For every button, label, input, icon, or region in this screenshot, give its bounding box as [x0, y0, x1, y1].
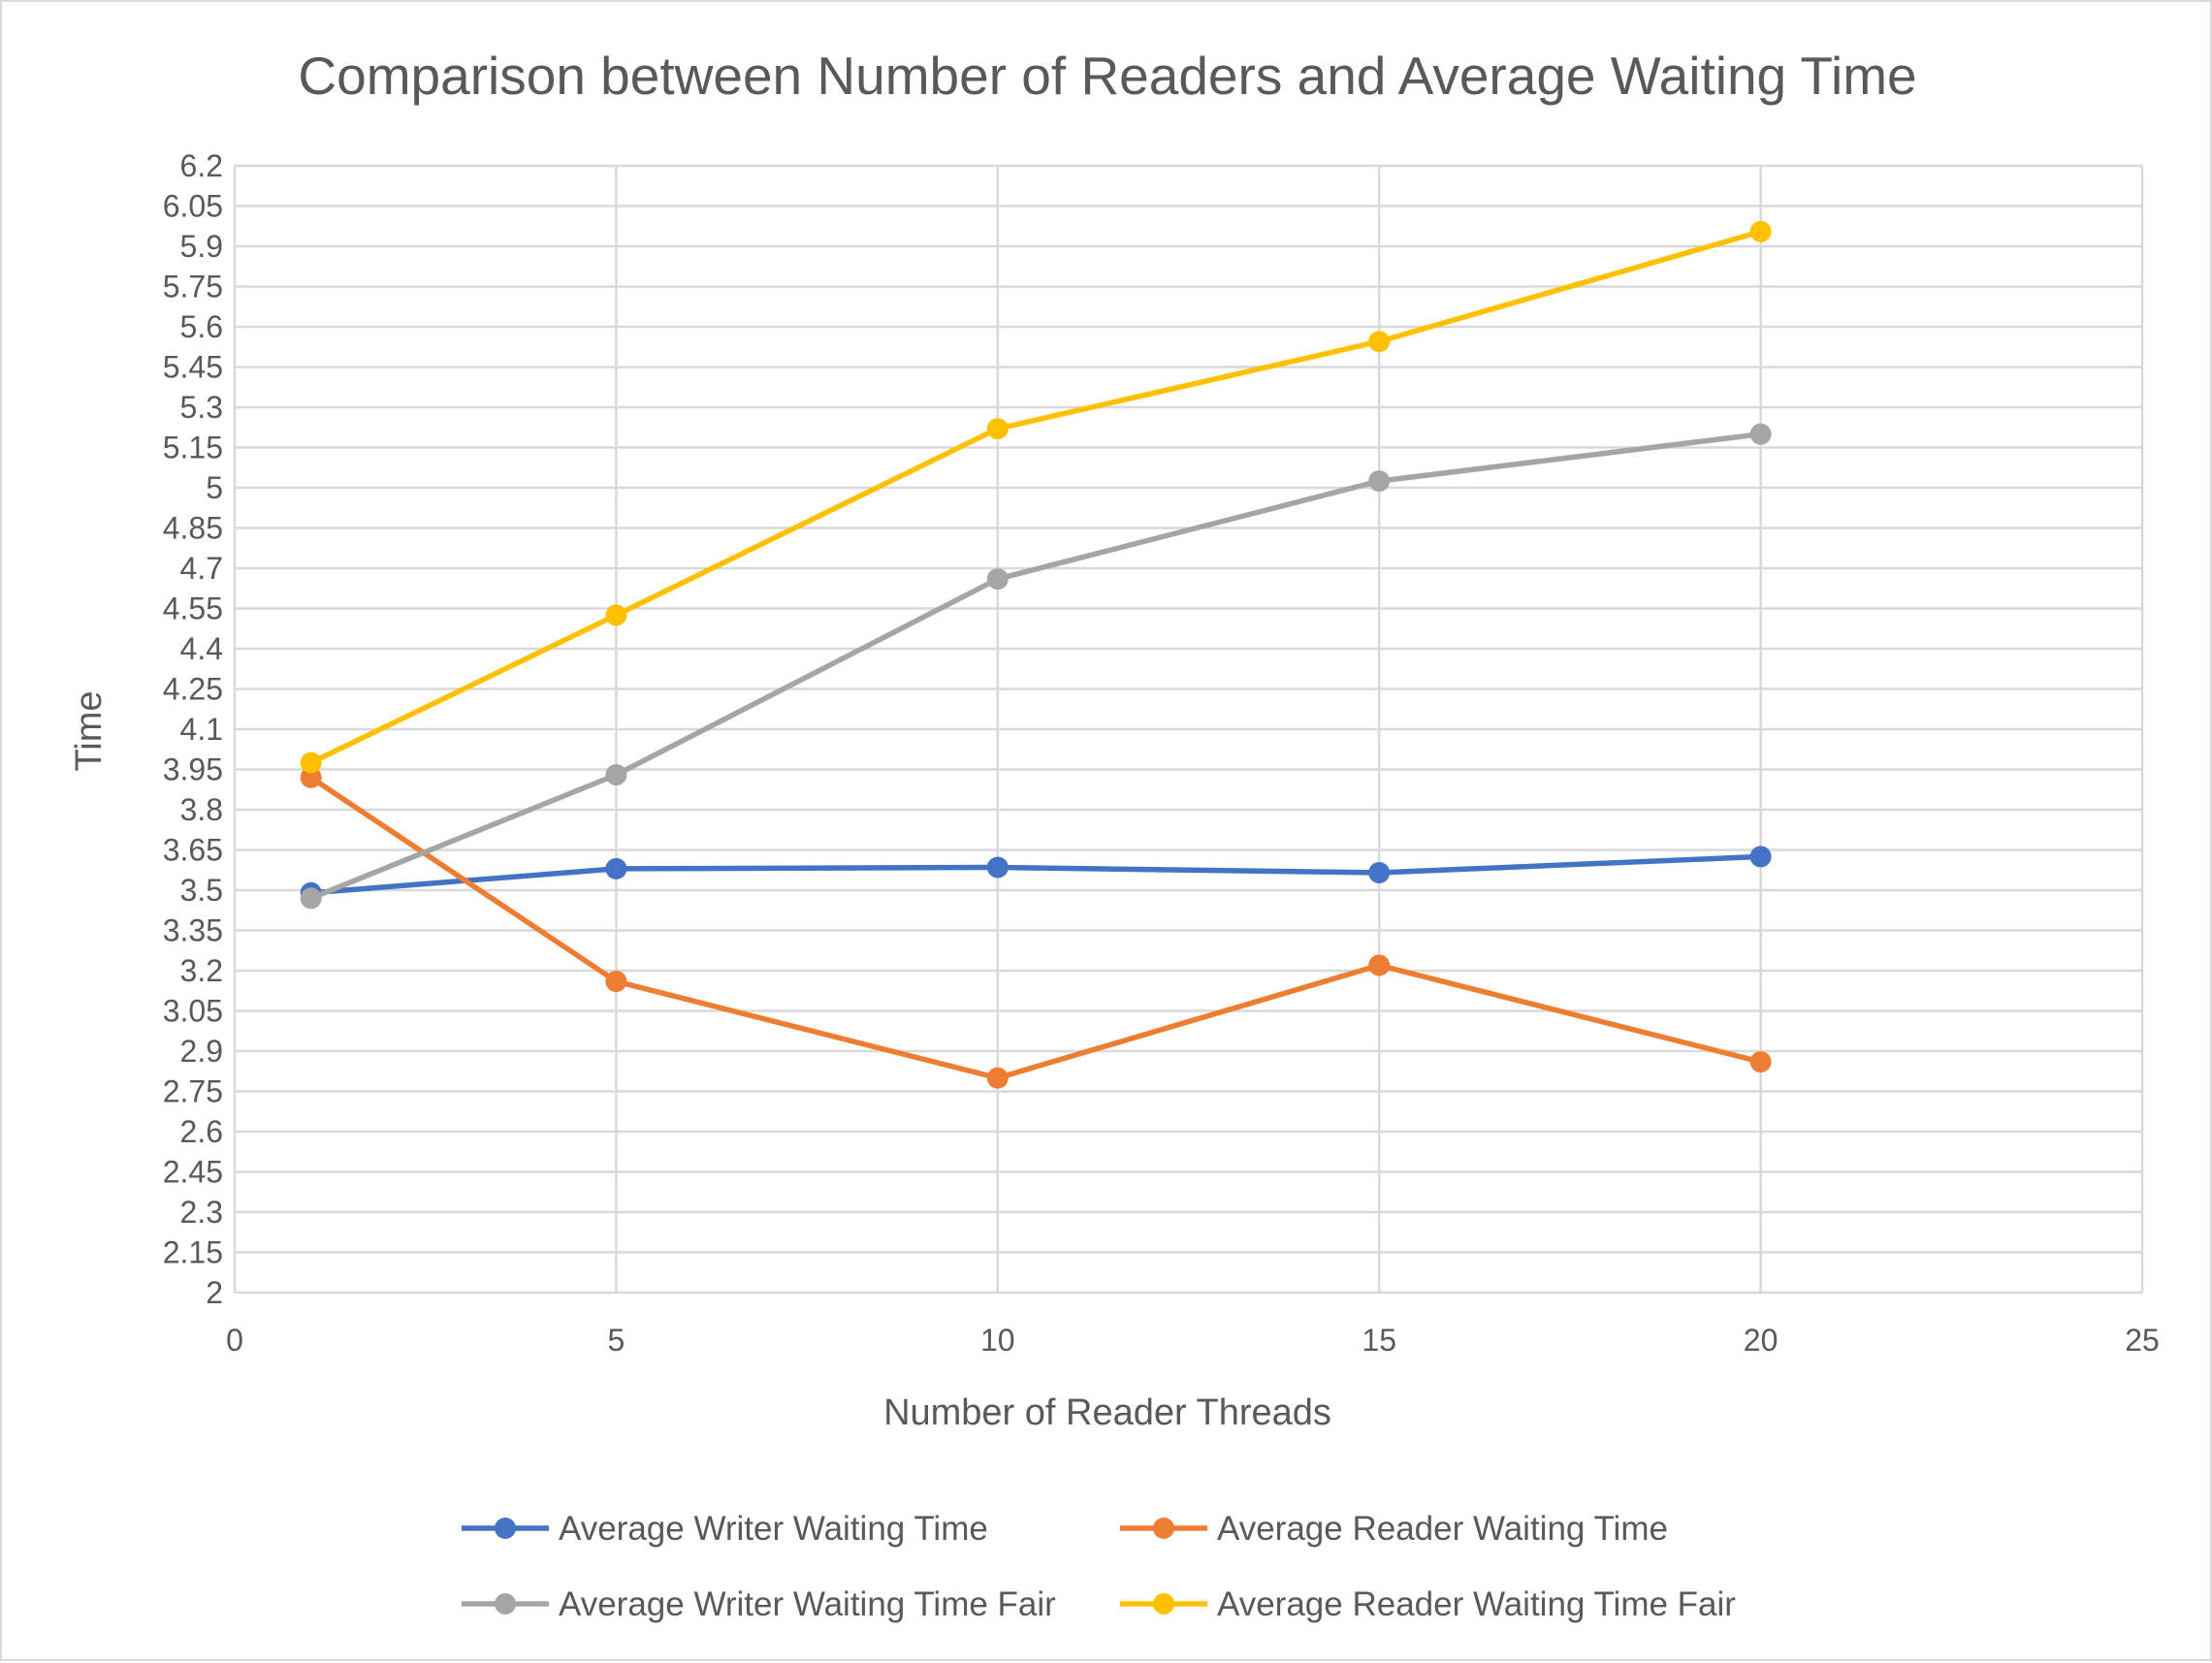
x-axis-title: Number of Reader Threads [883, 1392, 1331, 1433]
y-tick-label: 5 [206, 470, 223, 505]
legend-marker [1153, 1518, 1174, 1539]
legend-marker [1153, 1593, 1174, 1615]
y-tick-label: 3.5 [180, 873, 223, 908]
y-tick-label: 4.55 [163, 592, 223, 626]
series-4 [300, 220, 1772, 774]
y-tick-label: 5.45 [163, 350, 223, 385]
gridlines [233, 164, 2144, 1295]
data-point [1368, 954, 1391, 976]
data-point [986, 1067, 1009, 1089]
y-tick-label: 3.95 [163, 752, 223, 787]
chart-title: Comparison between Number of Readers and… [298, 46, 1916, 106]
x-tick-label: 5 [608, 1323, 625, 1358]
legend-label: Average Writer Waiting Time [559, 1510, 988, 1548]
data-point [300, 766, 322, 788]
y-tick-label: 5.75 [163, 270, 223, 304]
y-tick-label: 4.4 [180, 631, 223, 666]
y-tick-label: 4.85 [163, 511, 223, 546]
y-tick-label: 3.8 [180, 792, 223, 827]
data-point [1749, 423, 1772, 445]
x-tick-label: 0 [226, 1323, 243, 1358]
y-tick-label: 5.15 [163, 431, 223, 465]
y-axis-title: Time [69, 690, 110, 771]
series-1 [300, 846, 1772, 904]
y-tick-label: 5.9 [180, 229, 223, 264]
data-point [1368, 862, 1391, 884]
series-line [307, 775, 1764, 1081]
data-point [300, 752, 322, 774]
data-point [605, 971, 627, 993]
legend-marker [495, 1593, 516, 1615]
legend-item: Average Writer Waiting Time [462, 1510, 988, 1548]
y-tick-label: 2.9 [180, 1034, 223, 1069]
legend-label: Average Writer Waiting Time Fair [559, 1585, 1056, 1623]
data-point [1749, 846, 1772, 868]
legend-item: Average Reader Waiting Time Fair [1120, 1585, 1736, 1623]
legend-label: Average Reader Waiting Time Fair [1217, 1585, 1736, 1623]
legend-label: Average Reader Waiting Time [1217, 1510, 1668, 1548]
series-line [307, 853, 1764, 896]
data-point [1368, 470, 1391, 493]
y-tick-label: 5.3 [180, 390, 223, 425]
y-tick-label: 4.7 [180, 551, 223, 586]
data-point [300, 887, 322, 910]
y-tick-label: 2.6 [180, 1114, 223, 1149]
data-point [605, 857, 627, 879]
y-tick-label: 2.3 [180, 1195, 223, 1230]
legend: Average Writer Waiting Time Average Reade… [462, 1510, 1736, 1623]
y-tick-label: 3.35 [163, 913, 223, 948]
x-tick-label: 25 [2125, 1323, 2160, 1358]
x-tick-label: 20 [1744, 1323, 1779, 1358]
series-lines [300, 220, 1772, 1089]
series-line [307, 229, 1764, 766]
y-tick-label: 3.2 [180, 953, 223, 988]
data-point [986, 568, 1009, 591]
y-tick-label: 4.25 [163, 672, 223, 707]
y-tick-label: 4.1 [180, 712, 223, 747]
x-tick-label: 10 [980, 1323, 1015, 1358]
axes: 2 2.15 2.3 2.45 2.6 2.75 2.9 3.05 3.2 3.35 3.5 3.65… [163, 148, 2160, 1358]
y-tick-label: 2.75 [163, 1074, 223, 1109]
x-tick-label: 15 [1362, 1323, 1396, 1358]
legend-item: Average Writer Waiting Time Fair [462, 1585, 1056, 1623]
y-tick-label: 2.15 [163, 1235, 223, 1270]
series-3 [300, 423, 1772, 910]
y-tick-label: 2 [206, 1275, 223, 1310]
y-tick-label: 2.45 [163, 1155, 223, 1190]
data-point [1749, 220, 1772, 242]
series-line [307, 431, 1764, 902]
y-tick-label: 3.65 [163, 833, 223, 868]
data-point [986, 856, 1009, 879]
data-point [1749, 1051, 1772, 1073]
data-point [605, 604, 627, 626]
y-tick-label: 3.05 [163, 994, 223, 1029]
y-tick-label: 6.05 [163, 189, 223, 224]
data-point [605, 764, 627, 786]
legend-item: Average Reader Waiting Time [1120, 1510, 1668, 1548]
data-point [1368, 331, 1391, 353]
legend-marker [495, 1518, 516, 1539]
y-tick-label: 5.6 [180, 309, 223, 344]
data-point [986, 418, 1009, 440]
series-2 [300, 766, 1772, 1089]
y-tick-label: 6.2 [180, 148, 223, 183]
